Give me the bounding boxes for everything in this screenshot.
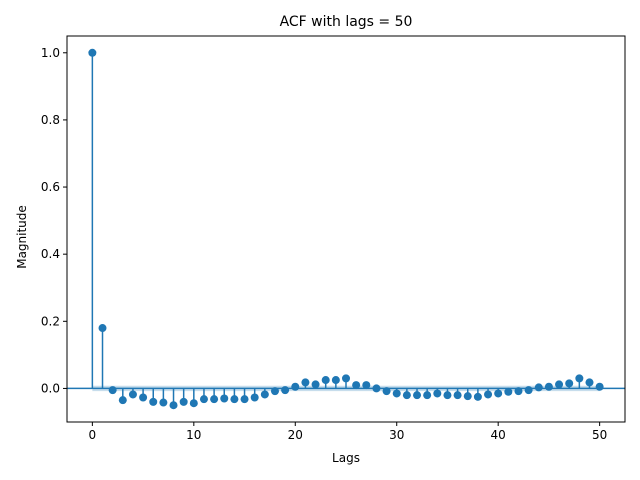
marker-15 (240, 395, 249, 404)
marker-6 (149, 397, 158, 406)
marker-36 (453, 391, 462, 400)
y-tick-label-5: 1.0 (41, 46, 60, 60)
marker-28 (372, 384, 381, 393)
marker-37 (463, 392, 472, 401)
x-tick-label-30: 30 (389, 428, 404, 442)
marker-0 (88, 48, 97, 57)
marker-7 (159, 398, 168, 407)
marker-30 (392, 389, 401, 398)
marker-14 (230, 395, 239, 404)
marker-20 (291, 382, 300, 391)
marker-9 (179, 397, 188, 406)
marker-39 (484, 390, 493, 399)
marker-22 (311, 380, 320, 389)
marker-16 (250, 393, 259, 402)
marker-10 (189, 399, 198, 408)
marker-4 (128, 390, 137, 399)
marker-35 (443, 391, 452, 400)
marker-26 (352, 381, 361, 390)
marker-38 (473, 392, 482, 401)
marker-48 (575, 374, 584, 383)
marker-21 (301, 378, 310, 387)
marker-49 (585, 378, 594, 387)
marker-18 (270, 387, 279, 396)
marker-5 (139, 393, 148, 402)
plot-area: 0 10 20 30 40 50 0.0 0.2 0.4 0.6 0.8 1.0 (41, 35, 626, 442)
marker-41 (504, 387, 513, 396)
marker-19 (281, 386, 290, 395)
axes-frame (66, 35, 626, 423)
marker-47 (565, 379, 574, 388)
x-tick-label-50: 50 (592, 428, 607, 442)
x-tick-label-20: 20 (288, 428, 303, 442)
x-tick-label-0: 0 (89, 428, 97, 442)
x-tick-label-40: 40 (491, 428, 506, 442)
marker-11 (199, 395, 208, 404)
marker-3 (118, 396, 127, 405)
marker-45 (544, 382, 553, 391)
marker-34 (433, 389, 442, 398)
y-axis-label: Magnitude (15, 205, 29, 269)
marker-31 (402, 391, 411, 400)
marker-44 (534, 383, 543, 392)
marker-24 (331, 376, 340, 385)
marker-13 (220, 394, 229, 403)
y-tick-label-4: 0.8 (41, 113, 60, 127)
marker-42 (514, 387, 523, 396)
marker-25 (342, 374, 350, 383)
marker-2 (108, 386, 117, 395)
marker-50 (595, 382, 604, 391)
chart-title: ACF with lags = 50 (280, 14, 413, 30)
marker-43 (524, 386, 533, 395)
y-tick-label-3: 0.6 (41, 180, 60, 194)
marker-27 (362, 381, 371, 390)
marker-46 (555, 380, 564, 389)
y-tick-label-1: 0.2 (41, 314, 60, 328)
marker-17 (260, 390, 269, 399)
marker-1 (98, 324, 107, 333)
x-tick-label-10: 10 (186, 428, 201, 442)
marker-12 (210, 395, 219, 404)
y-tick-label-0: 0.0 (41, 381, 60, 395)
x-axis-label: Lags (332, 451, 360, 465)
marker-29 (382, 387, 391, 396)
marker-40 (494, 389, 503, 398)
marker-33 (423, 391, 432, 400)
y-tick-label-2: 0.4 (41, 247, 60, 261)
marker-23 (321, 376, 330, 385)
marker-8 (169, 401, 178, 410)
marker-32 (413, 391, 422, 400)
